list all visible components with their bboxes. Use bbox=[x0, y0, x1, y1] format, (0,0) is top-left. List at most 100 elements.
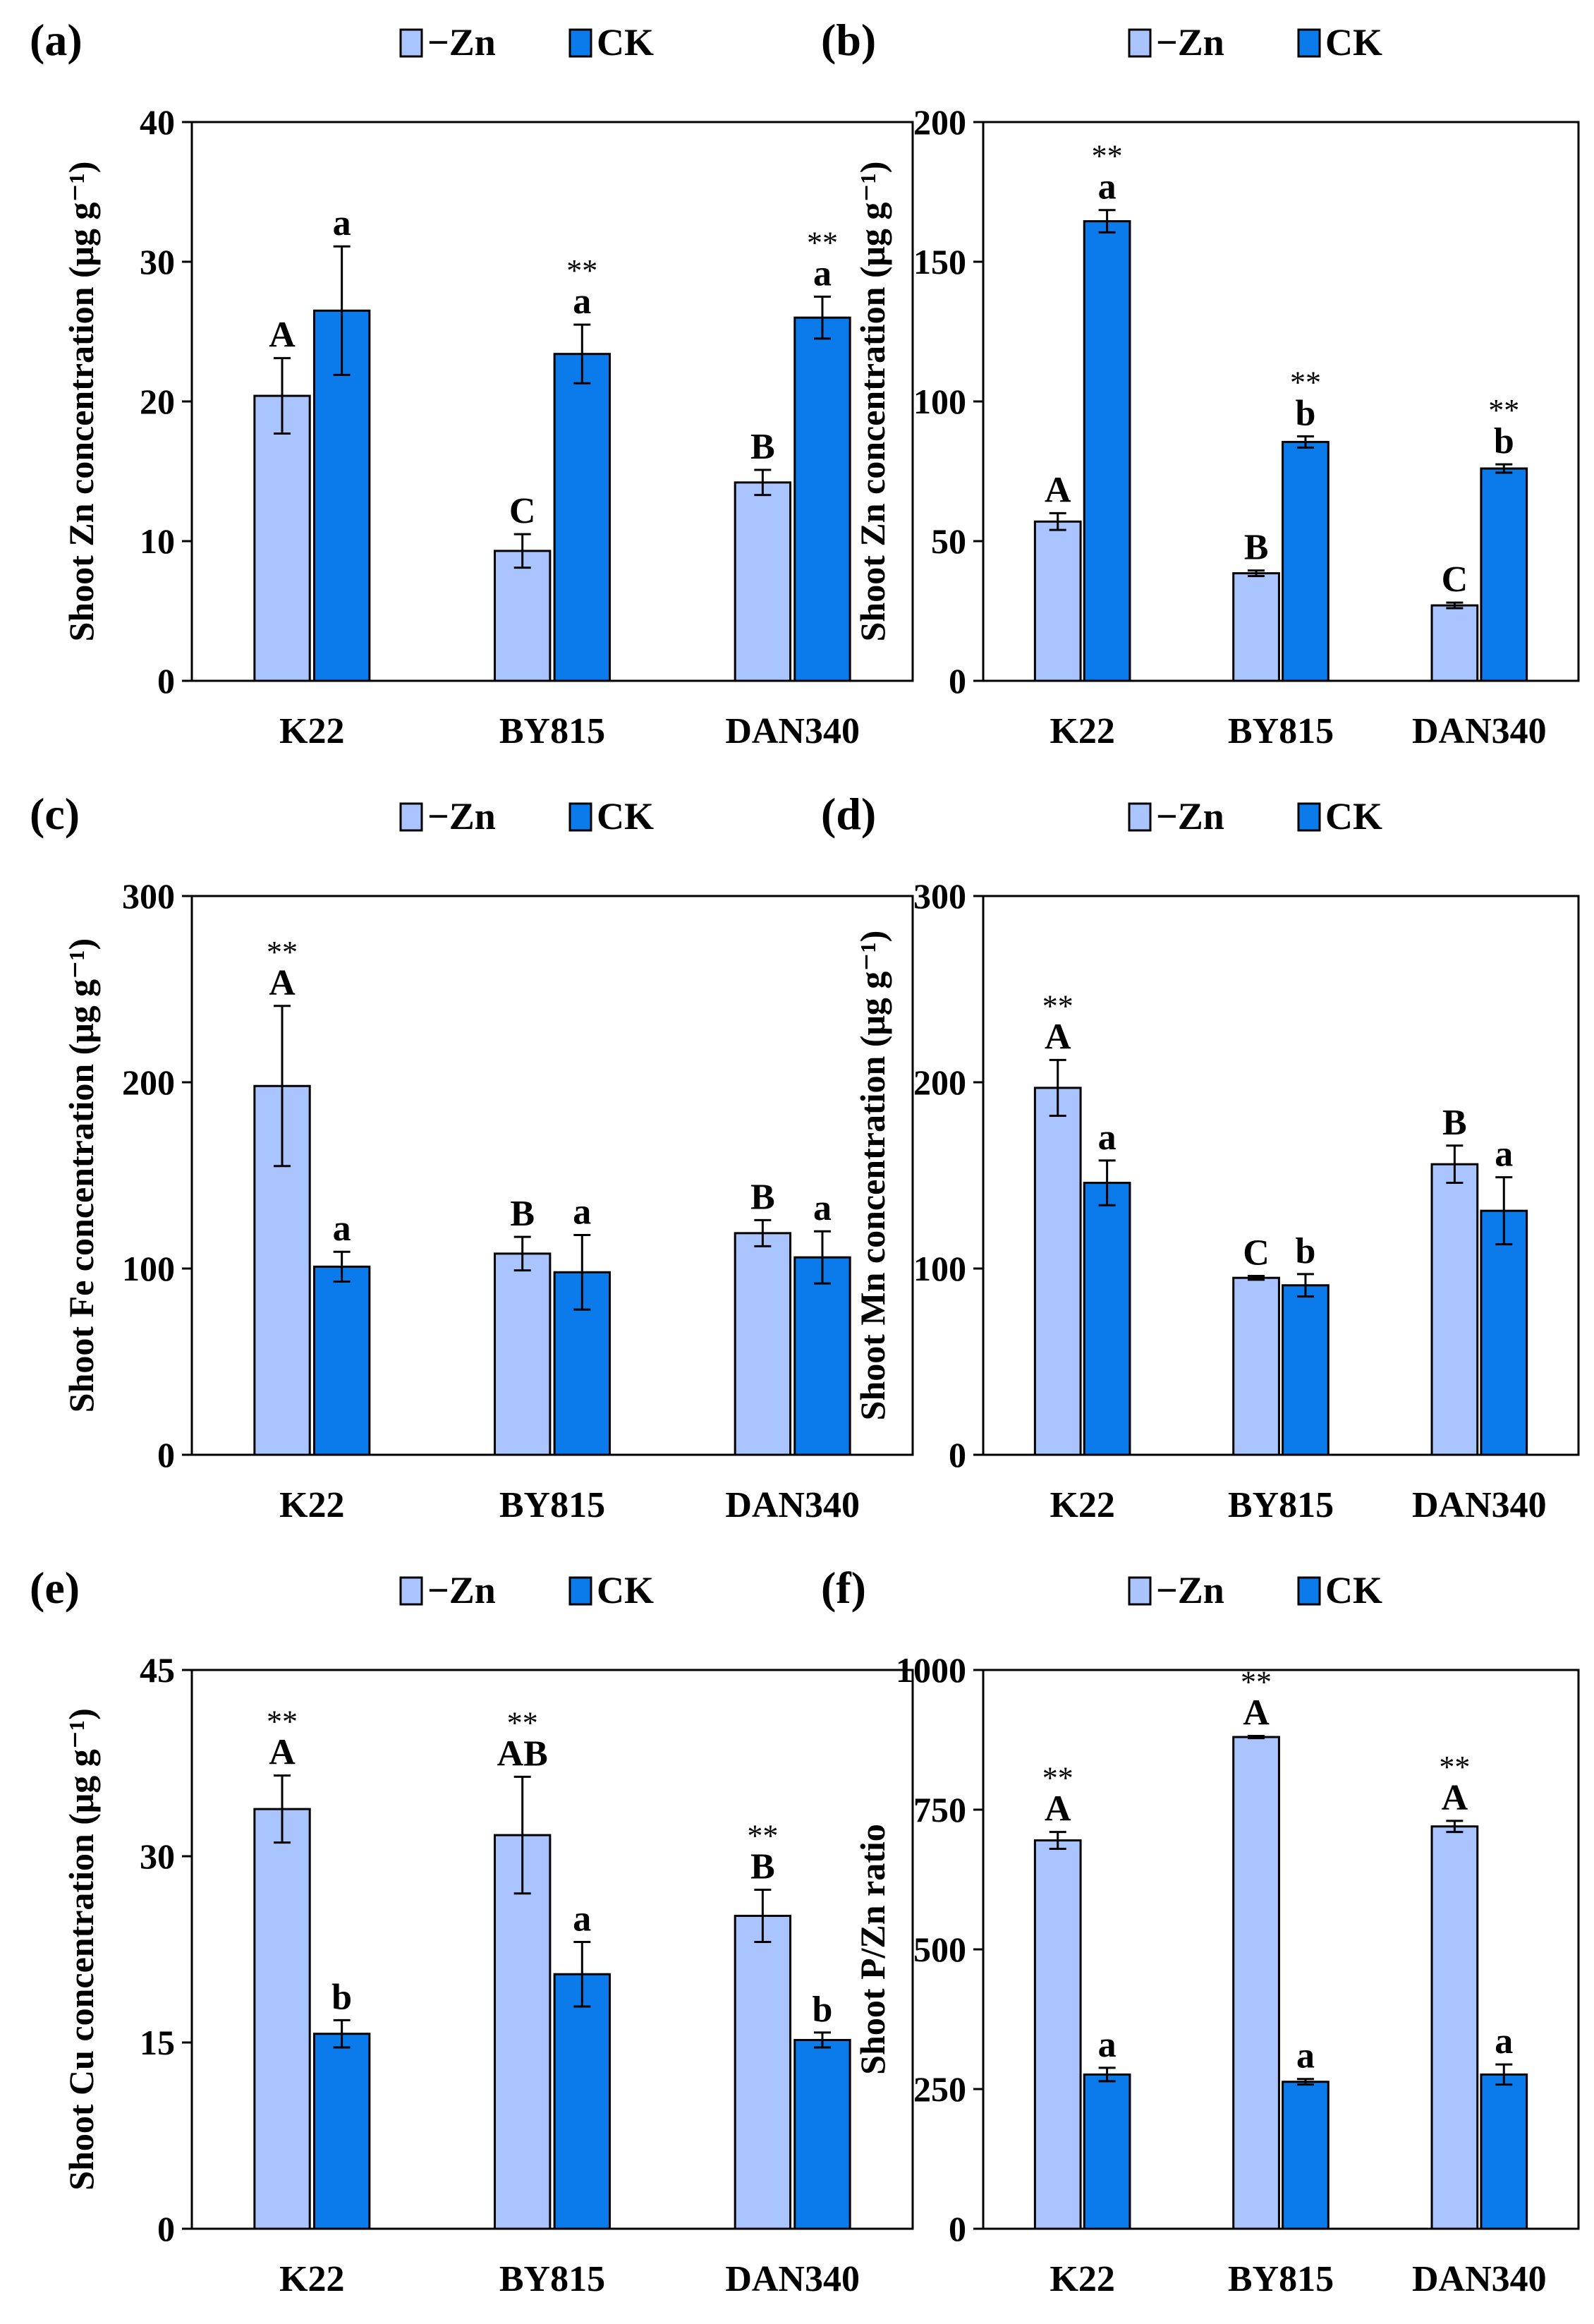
legend-swatch-1 bbox=[1297, 1576, 1321, 1606]
y-tick-label: 300 bbox=[913, 876, 966, 916]
bar-BY815-ck bbox=[1282, 1284, 1330, 1456]
bar-DAN340-minus-zn bbox=[1430, 1825, 1479, 2230]
significance-letter: a bbox=[333, 203, 351, 243]
bar-DAN340-minus-zn bbox=[734, 481, 792, 682]
y-tick-label: 40 bbox=[140, 102, 175, 142]
y-tick-label: 100 bbox=[913, 1249, 966, 1288]
significance-letter: b bbox=[813, 1990, 833, 2030]
x-category-label: BY815 bbox=[1228, 2259, 1334, 2299]
x-category-label: DAN340 bbox=[725, 711, 860, 751]
error-bar bbox=[274, 1005, 291, 1168]
panel-letter: (f) bbox=[821, 1563, 866, 1613]
error-bar bbox=[1248, 1275, 1265, 1281]
legend-swatch-1 bbox=[568, 1576, 592, 1606]
legend: −Zn CK bbox=[1128, 1569, 1382, 1611]
y-tick-label: 100 bbox=[122, 1249, 175, 1288]
bar-K22-minus-zn bbox=[253, 1808, 311, 2230]
bar-DAN340-ck bbox=[1480, 467, 1528, 682]
significance-letter: a bbox=[1098, 167, 1117, 207]
panel-letter: (a) bbox=[30, 15, 83, 65]
y-tick-label: 100 bbox=[913, 382, 966, 421]
significance-stars: ** bbox=[1290, 365, 1321, 400]
legend-swatch-1 bbox=[568, 802, 592, 832]
error-bar bbox=[1098, 1159, 1116, 1206]
significance-letter: B bbox=[750, 1177, 775, 1217]
x-category-label: DAN340 bbox=[725, 1485, 860, 1525]
y-tick-label: 500 bbox=[913, 1930, 966, 1969]
bar-BY815-minus-zn bbox=[494, 1252, 552, 1456]
plot-frame bbox=[190, 895, 914, 1456]
significance-stars: ** bbox=[507, 1705, 538, 1740]
error-bar bbox=[1248, 569, 1265, 577]
bar-DAN340-ck bbox=[793, 2038, 851, 2230]
error-bar bbox=[513, 1775, 531, 1895]
legend-swatch-0 bbox=[1128, 1576, 1152, 1606]
significance-letter: AB bbox=[497, 1733, 548, 1774]
y-tick-label: 0 bbox=[157, 661, 175, 701]
x-category-label: BY815 bbox=[1228, 711, 1334, 751]
legend-label-0: −Zn bbox=[427, 795, 496, 837]
legend-label-1: CK bbox=[1325, 21, 1382, 63]
bar-DAN340-minus-zn bbox=[734, 1914, 792, 2230]
panel-letter: (c) bbox=[30, 789, 80, 839]
legend-label-0: −Zn bbox=[427, 1569, 496, 1611]
legend-swatch-0 bbox=[399, 28, 423, 58]
significance-letter: A bbox=[269, 315, 296, 356]
significance-stars: ** bbox=[566, 253, 597, 288]
significance-letter: A bbox=[1442, 1778, 1468, 1818]
panel-e: (e) −Zn CK Shoot Cu concentration (μg g⁻¹) 0… bbox=[30, 1563, 914, 2299]
error-bar bbox=[754, 468, 772, 497]
legend-swatch-1 bbox=[568, 28, 592, 58]
y-tick-label: 0 bbox=[157, 1435, 175, 1475]
panel-c: (c) −Zn CK Shoot Fe concentration (μg g⁻¹) 0… bbox=[30, 789, 914, 1525]
significance-letter: A bbox=[1045, 1017, 1071, 1057]
error-bar bbox=[1446, 1820, 1464, 1834]
y-tick-label: 200 bbox=[913, 102, 966, 142]
panel-a: (a) −Zn CK Shoot Zn concentration (μg g⁻¹) 0… bbox=[30, 15, 914, 751]
x-category-label: K22 bbox=[1050, 711, 1114, 751]
legend-swatch-1 bbox=[1297, 802, 1321, 832]
x-category-label: K22 bbox=[279, 2259, 344, 2299]
bar-K22-ck bbox=[1083, 220, 1131, 682]
error-bar bbox=[813, 296, 831, 340]
bar-BY815-minus-zn bbox=[1232, 1276, 1280, 1456]
significance-letter: a bbox=[573, 282, 591, 322]
legend: −Zn CK bbox=[399, 795, 654, 837]
y-tick-label: 750 bbox=[913, 1790, 966, 1829]
error-bar bbox=[1049, 1058, 1066, 1118]
error-bar bbox=[274, 1774, 291, 1844]
legend-swatch-1 bbox=[1297, 28, 1321, 58]
error-bar bbox=[573, 1233, 591, 1311]
y-tick-label: 50 bbox=[931, 521, 966, 561]
significance-letter: a bbox=[1495, 2021, 1513, 2062]
y-axis-title: Shoot Mn concentration (μg g⁻¹) bbox=[853, 931, 892, 1421]
y-tick-label: 30 bbox=[140, 242, 175, 282]
x-category-label: K22 bbox=[1050, 2259, 1114, 2299]
plot-frame bbox=[190, 121, 914, 682]
y-tick-label: 300 bbox=[122, 876, 175, 916]
bar-K22-ck bbox=[312, 2033, 371, 2230]
y-tick-label: 10 bbox=[140, 521, 175, 561]
x-category-label: K22 bbox=[1050, 1485, 1114, 1525]
legend-label-0: −Zn bbox=[427, 21, 496, 63]
bar-K22-minus-zn bbox=[1033, 1839, 1082, 2230]
bar-BY815-minus-zn bbox=[1232, 572, 1280, 682]
legend-label-1: CK bbox=[597, 1569, 654, 1611]
error-bar bbox=[813, 2031, 831, 2049]
y-axis-title: Shoot Zn concentration (μg g⁻¹) bbox=[853, 162, 892, 642]
error-bar bbox=[1495, 2063, 1513, 2086]
bar-DAN340-minus-zn bbox=[734, 1232, 792, 1456]
legend-label-1: CK bbox=[1325, 795, 1382, 837]
legend-label-0: −Zn bbox=[1156, 21, 1224, 63]
significance-stars: ** bbox=[267, 935, 298, 969]
error-bar bbox=[1446, 1144, 1464, 1185]
error-bar bbox=[1296, 435, 1314, 449]
bar-BY815-minus-zn bbox=[1232, 1736, 1280, 2230]
error-bar bbox=[1495, 1176, 1513, 1246]
legend: −Zn CK bbox=[1128, 795, 1382, 837]
y-tick-label: 200 bbox=[913, 1063, 966, 1102]
bar-BY815-ck bbox=[1282, 2081, 1330, 2230]
y-tick-label: 30 bbox=[140, 1836, 175, 1876]
error-bar bbox=[1248, 1734, 1265, 1740]
y-tick-label: 0 bbox=[949, 1435, 966, 1475]
